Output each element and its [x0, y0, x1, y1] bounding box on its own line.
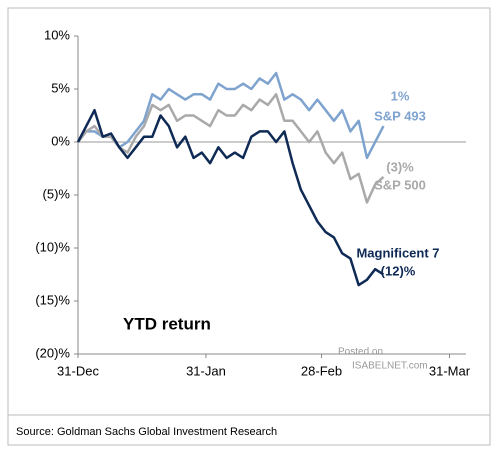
- chart-title: YTD return: [123, 314, 211, 333]
- y-tick-label: (5)%: [43, 186, 71, 201]
- series-label: S&P 500: [374, 177, 426, 192]
- watermark: ISABELNET.com: [352, 361, 428, 372]
- x-tick-label: 31-Mar: [429, 363, 471, 378]
- y-tick-label: 0%: [51, 133, 70, 148]
- series-label: Magnificent 7: [356, 245, 439, 260]
- frame: [7, 7, 491, 446]
- source: Source: Goldman Sachs Global Investment …: [16, 426, 277, 438]
- series-label: 1%: [391, 88, 410, 103]
- x-tick-label: 28-Feb: [301, 363, 342, 378]
- y-tick-label: (15)%: [35, 292, 70, 307]
- series-line: [77, 71, 385, 160]
- x-tick-label: 31-Jan: [186, 363, 226, 378]
- watermark: Posted on: [338, 347, 383, 358]
- y-tick-label: (20)%: [35, 345, 70, 360]
- series-line: [76, 108, 385, 287]
- series-label: (3)%: [386, 159, 414, 174]
- series-line: [77, 93, 385, 204]
- series-label: S&P 493: [374, 108, 426, 123]
- x-tick-label: 31-Dec: [57, 363, 99, 378]
- y-tick-label: 5%: [51, 80, 70, 95]
- y-tick-label: 10%: [44, 27, 70, 42]
- series-label: (12)%: [381, 263, 416, 278]
- y-tick-label: (10)%: [35, 239, 70, 254]
